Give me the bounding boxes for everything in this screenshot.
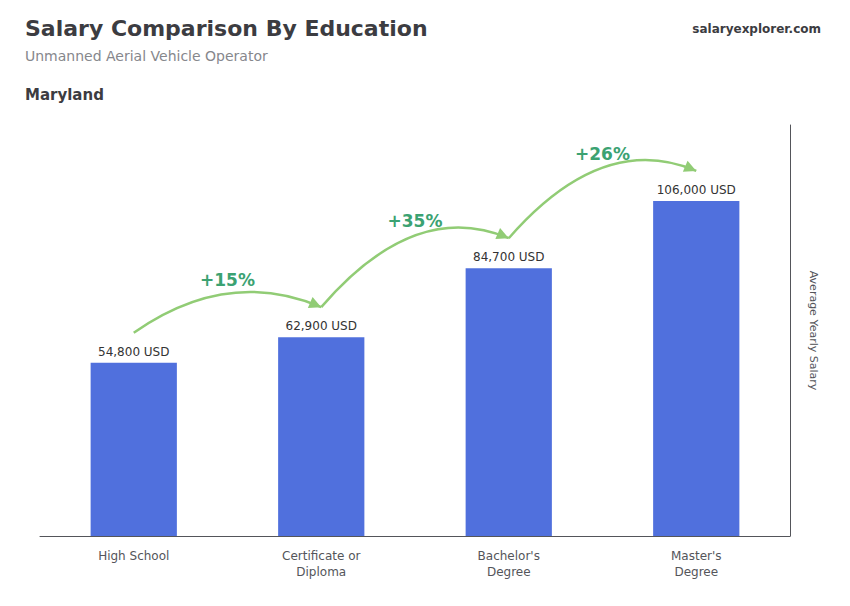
svg-text:+26%: +26% bbox=[575, 144, 630, 164]
svg-text:Degree: Degree bbox=[674, 565, 718, 579]
svg-text:Degree: Degree bbox=[487, 565, 531, 579]
svg-text:Certificate or: Certificate or bbox=[282, 549, 360, 563]
svg-text:Average Yearly Salary: Average Yearly Salary bbox=[807, 271, 820, 391]
svg-text:+15%: +15% bbox=[200, 270, 255, 290]
svg-text:Maryland: Maryland bbox=[25, 86, 104, 104]
svg-text:54,800 USD: 54,800 USD bbox=[98, 345, 169, 359]
svg-text:+35%: +35% bbox=[388, 211, 443, 231]
svg-text:84,700 USD: 84,700 USD bbox=[473, 250, 544, 264]
svg-text:Diploma: Diploma bbox=[296, 565, 346, 579]
svg-text:Master's: Master's bbox=[671, 549, 722, 563]
svg-text:High School: High School bbox=[98, 549, 169, 563]
svg-text:Unmanned Aerial Vehicle Operat: Unmanned Aerial Vehicle Operator bbox=[25, 48, 268, 64]
svg-text:62,900 USD: 62,900 USD bbox=[286, 319, 357, 333]
svg-text:106,000 USD: 106,000 USD bbox=[657, 183, 736, 197]
svg-text:Salary Comparison By Education: Salary Comparison By Education bbox=[25, 16, 428, 41]
svg-text:Bachelor's: Bachelor's bbox=[478, 549, 540, 563]
svg-text:salaryexplorer.com: salaryexplorer.com bbox=[692, 22, 821, 36]
